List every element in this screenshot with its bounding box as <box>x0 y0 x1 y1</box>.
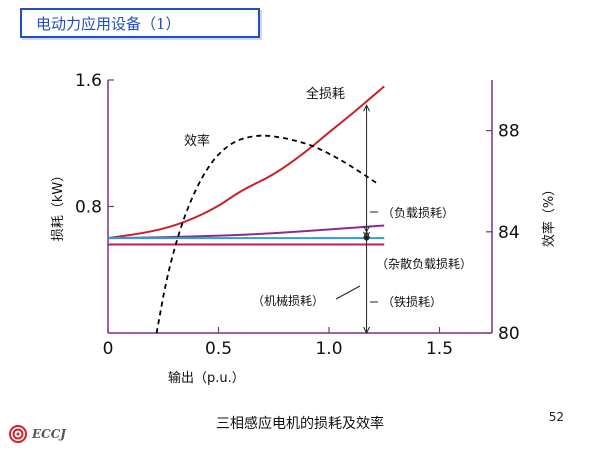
logo-text: ECCJ <box>32 427 66 441</box>
y-left-tick-label: 0.8 <box>75 198 102 218</box>
eccj-logo-icon <box>9 425 27 443</box>
chart-series <box>107 85 385 335</box>
y-right-tick-label: 80 <box>498 324 520 344</box>
bracket-arrow-2 <box>363 230 371 239</box>
x-tick-label: 0.5 <box>205 339 232 359</box>
loss-efficiency-chart: 0 0.5 1.0 1.5 0.8 1.6 80 84 88 输出（p.u.） 损耗（kW） 效率（%… <box>51 71 557 386</box>
page-number: 52 <box>548 410 564 424</box>
mechanical-loss-leader <box>335 285 361 300</box>
y-left-tick-label: 1.6 <box>75 71 102 91</box>
x-axis-title: 输出（p.u.） <box>168 370 245 386</box>
slide-title: 电动力应用设备（1） <box>20 8 260 38</box>
load-loss-label: （负载损耗） <box>382 206 454 220</box>
y-right-tick-label: 88 <box>498 122 520 142</box>
bracket-arrow-4 <box>363 326 371 335</box>
figure-caption: 三相感应电机的损耗及效率 <box>216 416 384 432</box>
total-loss-label: 全损耗 <box>306 86 345 102</box>
iron-loss-label: （铁损耗） <box>382 295 442 309</box>
bracket-dot <box>364 235 370 241</box>
eccj-logo: ECCJ <box>8 424 66 444</box>
stray-load-loss-label: （杂散负载损耗） <box>376 256 472 271</box>
efficiency-label: 效率 <box>184 133 210 149</box>
y-left-axis-title: 损耗（kW） <box>51 169 66 241</box>
x-tick-label: 0 <box>103 339 114 359</box>
bracket-arrow-0 <box>363 104 371 112</box>
y-right-tick-label: 84 <box>498 223 520 243</box>
efficiency-line <box>155 134 379 334</box>
x-tick-label: 1.0 <box>315 339 342 359</box>
total-loss-line <box>107 85 385 240</box>
x-tick-label: 1.5 <box>426 339 453 359</box>
mechanical-loss-label: （机械损耗） <box>252 293 324 308</box>
chart-axes: 0 0.5 1.0 1.5 0.8 1.6 80 84 88 输出（p.u.） 损耗（kW） 效率（%… <box>51 71 557 386</box>
y-right-axis-title: 效率（%） <box>541 183 557 247</box>
